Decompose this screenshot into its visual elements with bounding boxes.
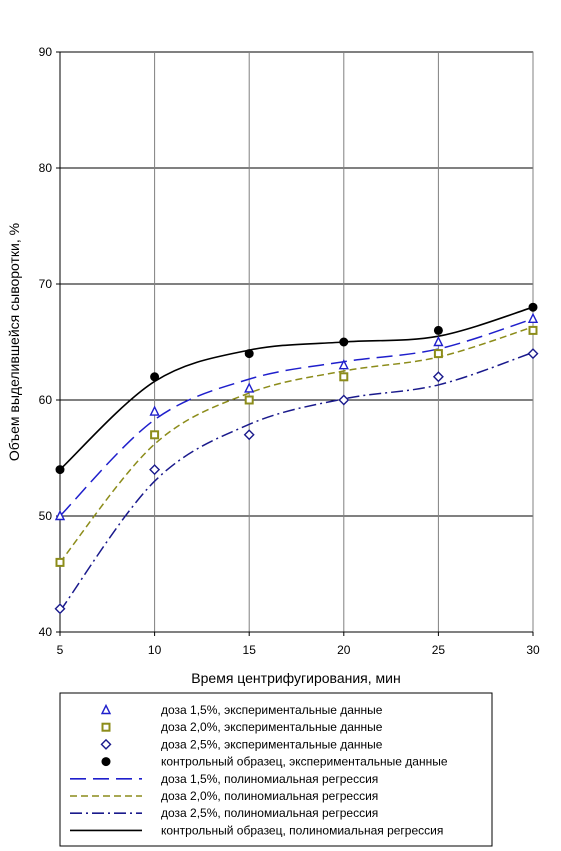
data-point [339, 337, 349, 347]
tick-labels: 40 50 60 70 80 90 5 10 15 20 25 30 [39, 45, 540, 657]
data-point [55, 557, 65, 567]
legend-marker [101, 722, 111, 732]
data-point [54, 603, 66, 615]
legend-label: доза 1,5%, полиномиальная регрессия [161, 772, 378, 786]
data-point [338, 359, 349, 370]
x-tick-label: 25 [432, 643, 446, 657]
y-tick-label: 90 [39, 45, 53, 59]
legend: доза 1,5%, экспериментальные данные доза … [70, 703, 448, 837]
legend-label: доза 1,5%, экспериментальные данные [161, 703, 383, 717]
data-point [433, 335, 444, 347]
data-point [149, 464, 161, 476]
data-point [433, 349, 443, 359]
data-point [527, 312, 539, 323]
legend-label: контрольный образец, экспериментальные д… [161, 755, 448, 769]
data-points [54, 302, 539, 615]
data-point [432, 371, 444, 383]
legend-label: доза 2,0%, экспериментальные данные [161, 720, 383, 734]
legend-label: контрольный образец, полиномиальная регр… [161, 823, 443, 837]
legend-marker [100, 738, 112, 750]
data-point [433, 325, 443, 335]
y-tick-label: 80 [39, 161, 53, 175]
x-tick-label: 5 [57, 643, 64, 657]
data-point [150, 372, 160, 382]
y-tick-label: 60 [39, 393, 53, 407]
x-tick-label: 20 [337, 643, 351, 657]
x-tick-label: 15 [243, 643, 257, 657]
y-tick-label: 70 [39, 277, 53, 291]
data-point [54, 509, 66, 521]
data-point [244, 395, 254, 405]
x-tick-label: 10 [148, 643, 162, 657]
legend-marker [101, 757, 111, 767]
y-tick-label: 40 [39, 625, 53, 639]
data-point [55, 465, 65, 475]
legend-label: доза 2,0%, полиномиальная регрессия [161, 789, 378, 803]
legend-marker [100, 703, 112, 715]
data-point [527, 348, 539, 360]
y-axis-title: Объем выделившейся сыворотки, % [6, 223, 22, 461]
data-point [338, 394, 350, 406]
legend-label: доза 2,5%, полиномиальная регрессия [161, 806, 378, 820]
x-tick-label: 30 [526, 643, 540, 657]
legend-label: доза 2,5%, экспериментальные данные [161, 737, 383, 751]
plot-area [59, 51, 534, 633]
data-point [150, 430, 160, 440]
x-axis-title: Время центрифугирования, мин [191, 670, 400, 686]
data-point [244, 382, 255, 393]
regression-curve-7 [59, 306, 534, 471]
legend-box [59, 692, 493, 847]
data-point [528, 325, 538, 335]
data-point [244, 349, 254, 359]
data-point [528, 302, 538, 312]
data-point [243, 429, 255, 441]
regression-curve-4 [59, 318, 534, 517]
y-tick-label: 50 [39, 509, 53, 523]
data-point [339, 372, 349, 382]
data-point [149, 405, 160, 416]
